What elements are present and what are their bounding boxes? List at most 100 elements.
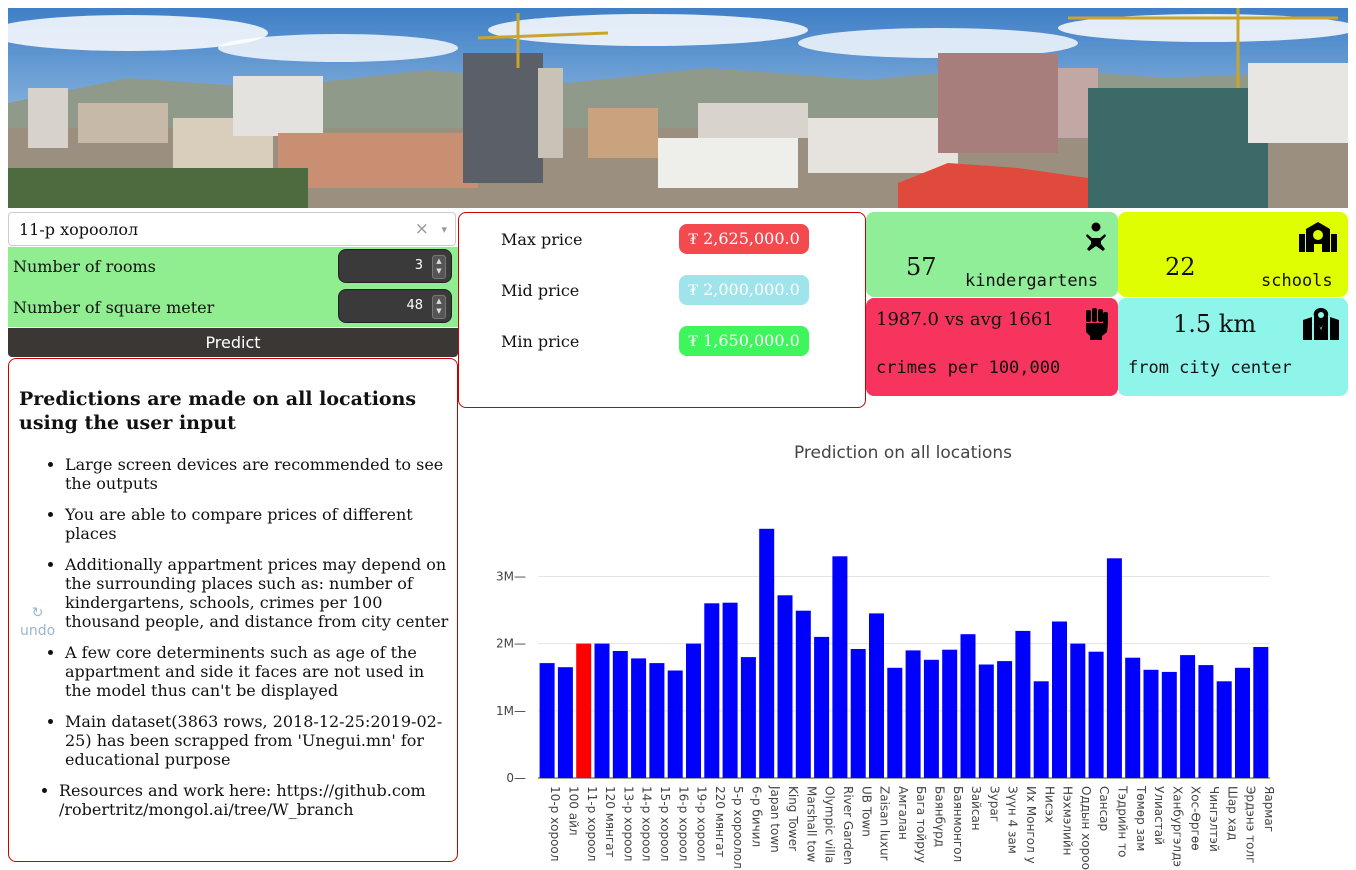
x-tick-label: Japan town <box>768 785 782 853</box>
spinner-arrows-icon[interactable]: ▲ ▼ <box>432 255 446 279</box>
bar[interactable] <box>1235 667 1250 778</box>
x-tick-label: Zaisan luxur <box>878 786 892 861</box>
x-tick-label: Оддын хороо <box>1079 786 1093 870</box>
bar[interactable] <box>923 659 939 778</box>
baby-icon <box>1086 222 1106 251</box>
x-tick-label: River Garden <box>841 786 855 865</box>
bar[interactable] <box>539 663 555 778</box>
distance-value: 1.5 km <box>1173 310 1257 338</box>
bar[interactable] <box>1198 665 1214 778</box>
bar[interactable] <box>686 643 701 778</box>
location-select[interactable]: 11-р хороолол × ▾ <box>8 212 456 246</box>
undo-button[interactable]: ↻ undo <box>20 604 55 640</box>
bar[interactable] <box>631 658 647 778</box>
distance-label: from city center <box>1128 358 1292 378</box>
bar[interactable] <box>1106 558 1122 778</box>
bar[interactable] <box>997 661 1013 778</box>
bar[interactable] <box>649 663 665 778</box>
price-panel: Max price ₮ 2,625,000.0 Mid price ₮ 2,00… <box>458 212 866 408</box>
x-tick-label: 6-р бичил <box>749 786 763 847</box>
bar[interactable] <box>887 667 903 778</box>
bar[interactable] <box>1253 647 1269 778</box>
bar[interactable] <box>759 528 775 778</box>
kindergartens-label: kindergartens <box>965 271 1099 291</box>
x-tick-label: Зайсан <box>969 786 983 831</box>
x-tick-label: Olympic villa <box>823 786 837 863</box>
x-tick-label: Зураг <box>987 786 1001 822</box>
x-tick-label: Их Монгол у <box>1024 786 1038 864</box>
x-tick-label: Баянмонгол <box>951 786 965 862</box>
x-tick-label: 13-р хороол <box>621 786 635 861</box>
school-icon <box>1299 222 1337 252</box>
bar[interactable] <box>795 610 811 778</box>
bar[interactable] <box>1015 630 1031 778</box>
bar[interactable] <box>1216 681 1232 778</box>
sqm-stepper[interactable]: 48 ▲ ▼ <box>338 289 452 323</box>
list-item: Additionally appartment prices may depen… <box>65 555 449 631</box>
x-tick-label: Шар хад <box>1225 786 1239 840</box>
chevron-down-icon[interactable]: ▾ <box>441 223 447 236</box>
x-tick-label: Чингэлтэй <box>1207 786 1221 852</box>
bar[interactable] <box>1088 651 1104 778</box>
chart-title: Prediction on all locations <box>794 443 1012 463</box>
list-item: Resources and work here: https://github.… <box>59 781 449 819</box>
x-tick-label: 5-р хороолол <box>731 786 745 869</box>
bar[interactable] <box>1161 671 1177 778</box>
x-tick-label: King Tower <box>786 786 800 851</box>
list-item: You are able to compare prices of differ… <box>65 505 449 543</box>
predict-button[interactable]: Predict <box>8 328 458 357</box>
bar[interactable] <box>740 657 756 778</box>
x-tick-label: Баянбүрд <box>932 786 946 847</box>
bar[interactable] <box>1180 655 1196 778</box>
bar[interactable] <box>942 649 958 778</box>
bar[interactable] <box>704 603 720 778</box>
x-tick-label: Төмөр зам <box>1134 785 1148 851</box>
bar[interactable] <box>869 613 884 778</box>
x-tick-label: Амгалан <box>896 786 910 840</box>
x-tick-label: Зүүн 4 зам <box>1006 786 1020 854</box>
bar[interactable] <box>1033 681 1049 778</box>
x-tick-label: UB Town <box>859 786 873 837</box>
x-tick-label: 10-р хороол <box>548 786 562 861</box>
x-tick-label: Хос-Өргөө <box>1189 786 1203 851</box>
x-tick-label: 220 мянгат <box>713 786 727 857</box>
x-tick-label: 11-р хороол <box>585 786 599 861</box>
mid-price-badge: ₮ 2,000,000.0 <box>679 275 809 305</box>
bar[interactable] <box>576 643 592 778</box>
bar[interactable] <box>960 634 976 778</box>
crimes-label: crimes per 100,000 <box>876 358 1061 378</box>
bar[interactable] <box>978 664 994 779</box>
bar[interactable] <box>667 670 683 779</box>
x-tick-label: 100 айл <box>567 786 581 836</box>
x-tick-label: Нисэх <box>1042 786 1056 823</box>
sqm-value: 48 <box>406 298 423 313</box>
max-price-badge: ₮ 2,625,000.0 <box>679 224 809 254</box>
info-heading: Predictions are made on all locations us… <box>19 388 417 434</box>
bar[interactable] <box>832 556 848 778</box>
rooms-stepper[interactable]: 3 ▲ ▼ <box>338 249 452 283</box>
clear-icon[interactable]: × <box>414 219 429 239</box>
spinner-arrows-icon[interactable]: ▲ ▼ <box>432 295 446 319</box>
bar[interactable] <box>722 602 738 778</box>
bar[interactable] <box>612 651 628 778</box>
schools-label: schools <box>1261 271 1333 291</box>
bar[interactable] <box>1125 657 1141 778</box>
y-tick-label: 1M— <box>496 704 526 718</box>
bar[interactable] <box>905 650 921 778</box>
bar[interactable] <box>777 595 793 778</box>
info-panel: Predictions are made on all locations us… <box>8 358 458 862</box>
kindergartens-card: 57 kindergartens <box>866 212 1118 297</box>
bar[interactable] <box>594 643 610 778</box>
x-tick-label: Тэдрийн то <box>1116 785 1130 857</box>
bar[interactable] <box>557 667 573 778</box>
x-tick-label: Бага тойруу <box>914 786 928 863</box>
input-panel: Number of rooms 3 ▲ ▼ Number of square me… <box>8 247 458 327</box>
bar[interactable] <box>814 636 830 778</box>
y-tick-label: 3M— <box>496 569 526 583</box>
bar[interactable] <box>850 649 866 778</box>
bar[interactable] <box>1070 643 1086 778</box>
distance-card: 1.5 km from city center <box>1118 298 1348 396</box>
x-tick-label: Эрдэнэ толг <box>1244 786 1258 863</box>
bar[interactable] <box>1052 621 1067 779</box>
bar[interactable] <box>1143 669 1159 778</box>
